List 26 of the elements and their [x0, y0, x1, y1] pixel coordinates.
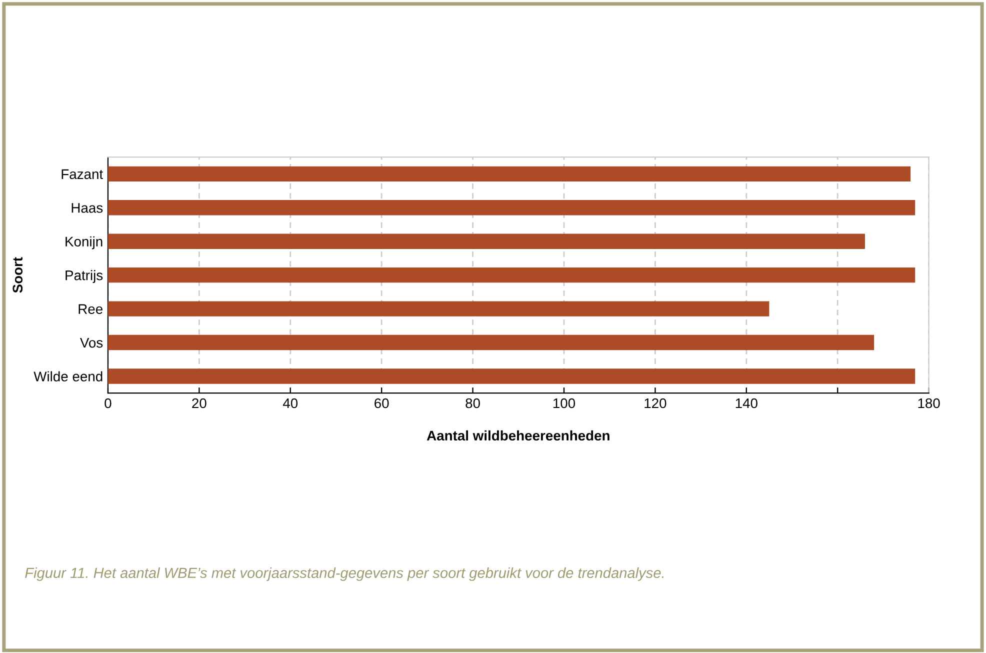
y-tick-label: Ree [78, 304, 102, 314]
x-tick-label: 180 [918, 398, 940, 408]
bar [108, 334, 874, 350]
y-tick-label: Vos [80, 338, 103, 348]
bar [108, 166, 911, 182]
x-tick-label: 140 [736, 398, 758, 408]
y-tick-label: Haas [72, 203, 103, 213]
bar [108, 200, 916, 216]
x-axis-title: Aantal wildbeheereenheden [426, 430, 610, 441]
x-tick-label: 80 [466, 398, 480, 408]
bar [108, 267, 916, 283]
y-tick-label: Fazant [62, 169, 104, 180]
bar [108, 368, 916, 384]
bar [108, 234, 865, 249]
x-tick-label: 100 [553, 398, 576, 408]
x-tick-label: 120 [644, 398, 666, 408]
x-tick-label: 40 [282, 398, 298, 408]
x-tick-label: 0 [104, 398, 112, 408]
y-tick-label: Wilde eend [34, 371, 102, 382]
text: Figuur 11. Het aantal WBE’s met voorjaarsstand-gegevens per soort gebruikt voor de trendanalyse. [25, 567, 664, 581]
x-tick-label: 60 [374, 398, 389, 408]
x-tick-label: 20 [192, 398, 206, 408]
y-axis-title: Soort [12, 257, 23, 293]
y-tick-label: Patrijs [66, 270, 103, 283]
y-tick-label: Konijn [66, 236, 102, 250]
bar [108, 301, 770, 316]
